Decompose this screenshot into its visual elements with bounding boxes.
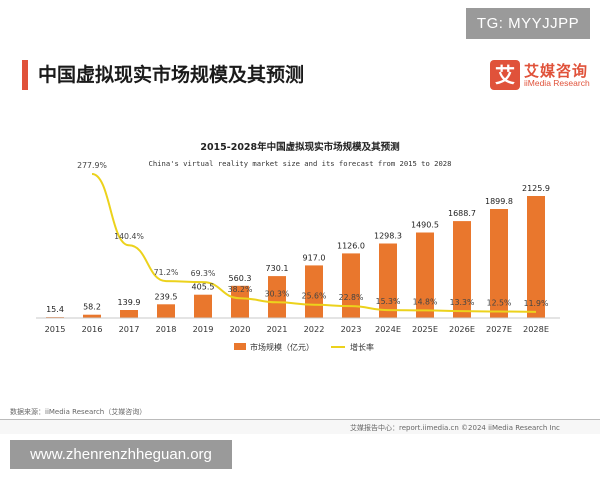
bar-value-label: 239.5 [155, 292, 178, 301]
bars-layer [46, 196, 545, 318]
bar-2017 [120, 310, 138, 318]
legend-label-line: 增长率 [350, 342, 374, 352]
brand-logo: 艾 艾媒咨询 iiMedia Research [490, 60, 590, 92]
logo-name-en: iiMedia Research [524, 78, 590, 88]
bar-2020 [231, 285, 249, 318]
x-tick-label: 2016 [82, 324, 103, 334]
bar-value-label: 1899.8 [485, 197, 513, 206]
logo-mark: 艾 [490, 60, 520, 90]
growth-rate-label: 30.3% [265, 289, 290, 298]
x-tick-label: 2017 [119, 324, 140, 334]
growth-rate-label: 277.9% [77, 161, 107, 170]
x-tick-label: 2018 [156, 324, 177, 334]
chart-title: 2015-2028年中国虚拟现实市场规模及其预测 [200, 141, 400, 153]
x-tick-label: 2028E [523, 324, 549, 334]
x-tick-label: 2025E [412, 324, 438, 334]
growth-rate-label: 140.4% [114, 232, 144, 241]
growth-line-layer [91, 173, 537, 313]
bar-value-label: 1688.7 [448, 209, 476, 218]
x-tick-label: 2020 [230, 324, 251, 334]
title-accent-bar [22, 60, 28, 90]
x-tick-label: 2023 [341, 324, 362, 334]
growth-rate-label: 13.3% [450, 298, 475, 307]
bar-value-label: 2125.9 [522, 184, 550, 193]
growth-rate-line [91, 173, 537, 313]
growth-rate-label: 14.8% [413, 297, 438, 306]
page-title: 中国虚拟现实市场规模及其预测 [38, 64, 305, 86]
growth-rate-label: 15.3% [376, 297, 401, 306]
bar-value-label: 1298.3 [374, 232, 402, 241]
x-tick-label: 2022 [304, 324, 325, 334]
bar-2028E [527, 196, 545, 318]
growth-rate-label: 71.2% [154, 268, 179, 277]
growth-rate-label: 38.2% [228, 285, 253, 294]
bar-2021 [268, 276, 286, 318]
logo-name-cn: 艾媒咨询 [524, 62, 589, 80]
bar-value-label: 1126.0 [337, 241, 365, 250]
bar-value-label: 58.2 [83, 303, 101, 312]
bar-2024E [379, 243, 397, 318]
bar-2023 [342, 253, 360, 318]
bar-2019 [194, 294, 212, 318]
bar-value-label: 15.4 [46, 305, 64, 314]
bar-value-label: 139.9 [118, 298, 141, 307]
labels-layer: 15.4 58.2 139.9 239.5 405.5 560.3 730.1 917.0 11… [46, 161, 550, 314]
footer-bar [0, 419, 600, 434]
growth-rate-label: 12.5% [487, 299, 512, 308]
bar-value-label: 917.0 [303, 253, 326, 262]
x-tick-labels: 2015 2016 2017 2018 2019 2020 2021 2022 2023 2024… [45, 324, 549, 334]
bar-value-label: 560.3 [229, 274, 252, 283]
bar-value-label: 730.1 [266, 264, 289, 273]
bar-2018 [157, 304, 175, 318]
growth-rate-label: 22.8% [339, 293, 364, 302]
growth-rate-label: 69.3% [191, 269, 216, 278]
data-source: 数据来源：iiMedia Research（艾媒咨询） [10, 408, 147, 416]
bar-value-label: 1490.5 [411, 221, 439, 230]
telegram-badge: TG: MYYJJPP [466, 8, 590, 39]
legend-label-bar: 市场规模（亿元） [250, 342, 314, 352]
growth-rate-label: 11.9% [524, 299, 549, 308]
x-tick-label: 2027E [486, 324, 512, 334]
bar-value-label: 405.5 [192, 283, 215, 292]
market-size-chart: 2015-2028年中国虚拟现实市场规模及其预测 China's virtual… [36, 141, 560, 352]
watermark-banner: www.zhenrenzhheguan.org [10, 440, 232, 469]
chart-subtitle: China's virtual reality market size and … [149, 159, 452, 168]
x-tick-label: 2021 [267, 324, 288, 334]
growth-rate-label: 25.6% [302, 292, 327, 301]
x-tick-label: 2026E [449, 324, 475, 334]
x-tick-label: 2015 [45, 324, 66, 334]
footer-text: 艾媒报告中心：report.iimedia.cn ©2024 iiMedia R… [350, 424, 560, 432]
bar-2026E [453, 221, 471, 318]
bar-2016 [83, 314, 101, 318]
legend-swatch-bar [234, 343, 246, 350]
x-tick-label: 2024E [375, 324, 401, 334]
bar-2025E [416, 232, 434, 318]
legend: 市场规模（亿元） 增长率 [234, 342, 374, 352]
x-tick-label: 2019 [193, 324, 214, 334]
bar-2027E [490, 209, 508, 318]
